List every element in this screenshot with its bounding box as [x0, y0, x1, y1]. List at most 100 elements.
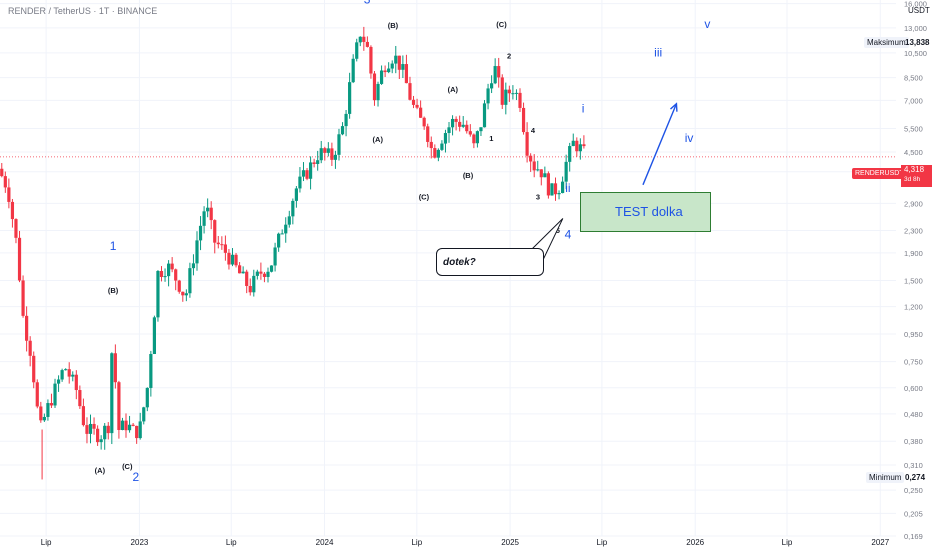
candle-body: [511, 93, 515, 95]
price-value-box: 4,318 3d 8h: [901, 165, 932, 187]
candle-body: [177, 280, 181, 292]
y-tick-label: 0,250: [904, 486, 923, 495]
candle-body: [465, 124, 469, 132]
candle-body: [181, 291, 185, 296]
candle-body: [195, 240, 199, 264]
candle-body: [468, 131, 472, 135]
candle-body: [106, 425, 110, 434]
y-tick-label: 0,205: [904, 509, 923, 518]
y-tick-label: 0,310: [904, 461, 923, 470]
max-tag-label: Maksimum: [864, 37, 909, 48]
candle-body: [159, 270, 164, 277]
y-tick-label: 10,500: [904, 49, 927, 58]
candle-body: [78, 390, 82, 407]
candle-body: [294, 188, 298, 201]
candle-body: [461, 124, 465, 127]
candle-body: [344, 113, 348, 127]
wave-label: 5: [556, 226, 560, 235]
candle-body: [142, 407, 146, 422]
candle-body: [348, 82, 352, 114]
current-price-tag[interactable]: RENDERUSDT 4,318 3d 8h: [852, 165, 932, 187]
candle-body: [440, 143, 444, 150]
candle-body: [7, 187, 11, 202]
candle-body: [42, 416, 46, 421]
candle-body: [532, 161, 536, 171]
candle-body: [206, 207, 210, 212]
candle-body: [167, 263, 171, 277]
candle-body: [369, 46, 373, 74]
wave-label: 2: [133, 470, 140, 484]
candle-body: [316, 160, 320, 164]
candle-body: [472, 134, 476, 144]
candle-body: [543, 173, 547, 178]
candle-body: [28, 340, 32, 356]
chart-title: RENDER / TetherUS · 1T · BINANCE: [8, 6, 158, 16]
test-zone-box[interactable]: TEST dolka: [580, 192, 711, 232]
wave-label: 1: [489, 134, 493, 143]
candle-body: [234, 254, 238, 266]
symbol-label: RENDERUSDT: [852, 168, 907, 179]
candle-body: [117, 382, 121, 430]
candle-body: [550, 183, 554, 196]
y-tick-label: 2,900: [904, 199, 923, 208]
candle-body: [401, 64, 405, 70]
candle-body: [135, 425, 139, 439]
price-axis[interactable]: 0,169 0,205 0,250 0,310 0,380 0,480 0,600 0,750…: [904, 0, 927, 541]
candle-body: [170, 263, 174, 270]
candle-body: [387, 68, 391, 73]
candle-body: [521, 107, 526, 133]
callout-bubble[interactable]: dotek?: [436, 248, 544, 276]
candle-body: [103, 425, 107, 440]
candle-body: [127, 424, 132, 431]
candle-body: [525, 132, 529, 156]
x-tick-label: Lip: [226, 538, 237, 547]
candle-body: [74, 374, 78, 391]
wave-label: (C): [496, 20, 507, 29]
wave-label: (A): [448, 85, 459, 94]
time-axis[interactable]: Lip 2023 Lip 2024 Lip 2025 Lip 2026 Lip 2027: [41, 538, 890, 547]
price-value: 4,318: [904, 165, 925, 174]
candle-body: [433, 148, 437, 158]
candle-series: [0, 26, 586, 480]
candle-body: [287, 216, 291, 225]
y-tick-label: 1,500: [904, 277, 923, 286]
callout-text: dotek?: [443, 257, 476, 268]
x-tick-label: Lip: [597, 538, 608, 547]
wave-label: 4: [565, 227, 572, 241]
wave-label: (A): [95, 466, 106, 475]
candle-body: [305, 170, 309, 179]
candle-body: [539, 169, 543, 178]
y-tick-label: 1,200: [904, 303, 923, 312]
candle-body: [379, 70, 384, 84]
wave-labels: 1(B)(A)(C)23(B)(A)(C)(A)(B)(C)124354iiii…: [95, 0, 711, 484]
candle-body: [56, 379, 61, 384]
candle-body: [14, 219, 18, 238]
test-zone-label: TEST dolka: [615, 204, 683, 219]
candle-body: [227, 252, 231, 265]
y-tick-label: 0,750: [904, 358, 923, 367]
y-tick-label: 0,169: [904, 532, 923, 541]
candle-body: [277, 233, 281, 248]
candle-body: [156, 270, 160, 318]
candle-body: [553, 183, 558, 195]
candle-body: [560, 181, 565, 194]
max-tag-value: 13,838: [905, 38, 930, 47]
candle-body: [152, 317, 157, 355]
projection-arrow-line: [642, 103, 678, 186]
candle-body: [319, 148, 323, 161]
candle-body: [32, 355, 36, 383]
y-tick-label: 1,900: [904, 249, 923, 258]
candle-body: [493, 66, 497, 84]
x-tick-label: 2023: [131, 538, 149, 547]
candle-body: [53, 383, 57, 406]
y-tick-label: 0,950: [904, 330, 923, 339]
currency-label[interactable]: USDT: [908, 6, 930, 15]
candle-body: [337, 134, 341, 155]
candle-body: [269, 265, 274, 272]
y-tick-label: 2,300: [904, 227, 923, 236]
y-tick-label: 0,480: [904, 410, 923, 419]
candle-body: [0, 168, 4, 177]
candle-body: [174, 269, 178, 281]
candle-body: [60, 370, 64, 380]
